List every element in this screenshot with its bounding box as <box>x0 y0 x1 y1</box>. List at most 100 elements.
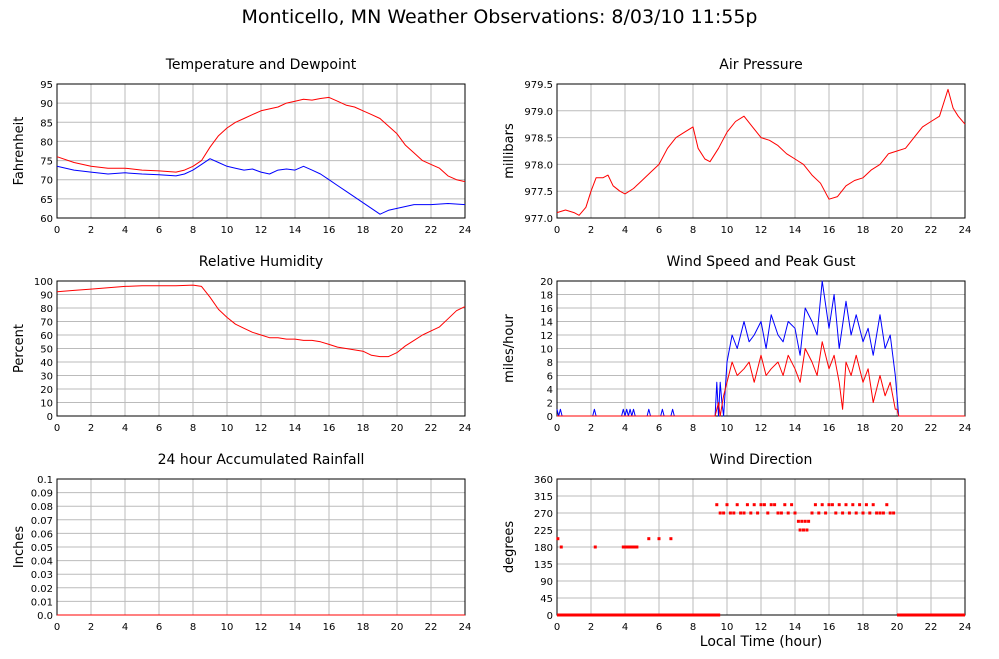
humidity-plot-frame <box>56 280 466 417</box>
wind-direction-series-1-point <box>851 503 855 507</box>
wind-direction-x-tick-label: 0 <box>554 622 560 633</box>
pressure-y-tick-label: 977.0 <box>524 214 553 225</box>
temperature-x-tick-label: 24 <box>459 225 472 236</box>
humidity-x-tick-label: 24 <box>459 423 472 434</box>
pressure-y-tick-label: 979.0 <box>524 107 553 118</box>
wind-direction-series-1-point <box>803 519 807 523</box>
wind-direction-series-1-point <box>827 503 831 507</box>
wind-direction-series-1-point <box>807 519 811 523</box>
temperature-y-axis-label: Fahrenheit <box>12 117 27 186</box>
temperature-series-2-line <box>56 158 466 215</box>
temperature-y-tick-label: 65 <box>40 195 53 206</box>
wind-speed-y-axis-label: miles/hour <box>502 313 517 382</box>
rainfall-y-tick-label: 0.02 <box>31 584 53 595</box>
wind-direction-series-1-point <box>749 511 753 515</box>
humidity-x-tick-label: 16 <box>323 423 336 434</box>
wind-speed-y-tick-label: 20 <box>540 277 553 288</box>
wind-direction-series-1-point <box>834 511 838 515</box>
wind-direction-series-1-point <box>718 511 722 515</box>
rainfall-x-tick-label: 8 <box>190 622 196 633</box>
wind-speed-chart: 0 2 4 6 8 10 12 14 16 18 20 22 2402468101214161820Wi… <box>502 254 971 434</box>
rainfall-y-tick-label: 0.09 <box>31 489 53 500</box>
rainfall-y-tick-label: 0.04 <box>31 557 53 568</box>
wind-direction-series-1-point <box>766 511 770 515</box>
pressure-x-tick-label: 18 <box>857 225 870 236</box>
humidity-x-tick-label: 4 <box>122 423 128 434</box>
wind-direction-series-1-point <box>776 511 780 515</box>
wind-speed-chart-title: Wind Speed and Peak Gust <box>667 254 856 270</box>
humidity-x-tick-label: 2 <box>88 423 94 434</box>
wind-direction-x-tick-label: 6 <box>656 622 662 633</box>
wind-direction-series-1-point <box>888 511 892 515</box>
wind-direction-series-1-point <box>725 503 729 507</box>
wind-direction-series-1-point <box>854 511 858 515</box>
wind-direction-series-1-point <box>632 545 635 549</box>
wind-speed-y-tick-label: 8 <box>547 358 553 369</box>
wind-direction-y-tick-label: 270 <box>534 509 553 520</box>
wind-direction-series-1-point <box>824 511 828 515</box>
wind-direction-series-1-point <box>559 545 563 549</box>
wind-direction-series-1-point <box>623 545 627 549</box>
wind-direction-y-tick-label: 90 <box>540 577 553 588</box>
wind-speed-y-tick-label: 12 <box>540 331 553 342</box>
wind-speed-x-tick-label: 4 <box>622 423 628 434</box>
humidity-x-tick-label: 6 <box>156 423 162 434</box>
pressure-x-tick-label: 24 <box>959 225 972 236</box>
humidity-y-tick-label: 60 <box>40 331 53 342</box>
wind-direction-series-1-point <box>813 503 817 507</box>
humidity-x-tick-label: 14 <box>289 423 302 434</box>
temperature-x-tick-label: 20 <box>391 225 404 236</box>
humidity-y-tick-label: 90 <box>40 291 53 302</box>
wind-direction-series-1-point <box>742 511 746 515</box>
wind-direction-plot-frame <box>556 478 966 616</box>
wind-direction-x-tick-label: 24 <box>959 622 972 633</box>
wind-direction-series-1-point <box>732 511 736 515</box>
wind-speed-plot-frame <box>556 280 966 417</box>
wind-direction-series-1-point <box>769 503 773 507</box>
humidity-y-tick-label: 30 <box>40 372 53 383</box>
wind-direction-y-tick-label: 45 <box>540 594 553 605</box>
temperature-x-tick-label: 6 <box>156 225 162 236</box>
humidity-x-tick-label: 18 <box>357 423 370 434</box>
rainfall-y-tick-label: 0.07 <box>31 516 53 527</box>
humidity-chart-title: Relative Humidity <box>199 254 323 270</box>
rainfall-x-tick-label: 12 <box>255 622 268 633</box>
wind-speed-y-tick-label: 18 <box>540 291 553 302</box>
pressure-x-tick-label: 20 <box>891 225 904 236</box>
wind-direction-y-tick-label: 360 <box>534 475 553 486</box>
wind-direction-series-1-point <box>817 511 821 515</box>
rainfall-y-tick-label: 0.03 <box>31 570 53 581</box>
pressure-x-tick-label: 22 <box>925 225 938 236</box>
rainfall-x-tick-label: 24 <box>459 622 472 633</box>
wind-direction-series-1-point <box>802 528 805 532</box>
wind-direction-y-axis-label: degrees <box>502 521 517 574</box>
wind-direction-series-1-point <box>875 511 879 515</box>
wind-direction-y-tick-label: 315 <box>534 492 553 503</box>
humidity-series-1-line <box>56 284 466 358</box>
wind-direction-series-1-point <box>621 545 625 549</box>
wind-direction-series-1-point <box>735 503 739 507</box>
pressure-x-tick-label: 16 <box>823 225 836 236</box>
wind-speed-y-tick-label: 14 <box>540 318 553 329</box>
wind-direction-series-1-point <box>790 503 794 507</box>
rainfall-x-tick-label: 0 <box>54 622 60 633</box>
pressure-y-tick-label: 977.5 <box>524 187 553 198</box>
wind-direction-series-1-point <box>630 545 634 549</box>
humidity-y-axis-label: Percent <box>12 324 27 373</box>
wind-speed-x-tick-label: 6 <box>656 423 662 434</box>
rainfall-y-tick-label: 0.05 <box>31 543 53 554</box>
wind-direction-series-1-point <box>805 528 809 532</box>
wind-speed-y-tick-label: 4 <box>547 385 553 396</box>
temperature-x-tick-label: 2 <box>88 225 94 236</box>
temperature-x-tick-label: 18 <box>357 225 370 236</box>
rainfall-x-tick-label: 20 <box>391 622 404 633</box>
rainfall-x-tick-label: 14 <box>289 622 302 633</box>
rainfall-x-tick-label: 22 <box>425 622 438 633</box>
pressure-chart-title: Air Pressure <box>719 57 802 73</box>
humidity-y-tick-label: 10 <box>40 399 53 410</box>
wind-direction-series-1-point <box>756 511 760 515</box>
wind-speed-x-tick-label: 10 <box>721 423 734 434</box>
pressure-chart: 0 2 4 6 8 10 12 14 16 18 20 22 24977.0977.5978.0978.… <box>502 57 971 236</box>
rainfall-y-axis-label: Inches <box>12 526 27 568</box>
